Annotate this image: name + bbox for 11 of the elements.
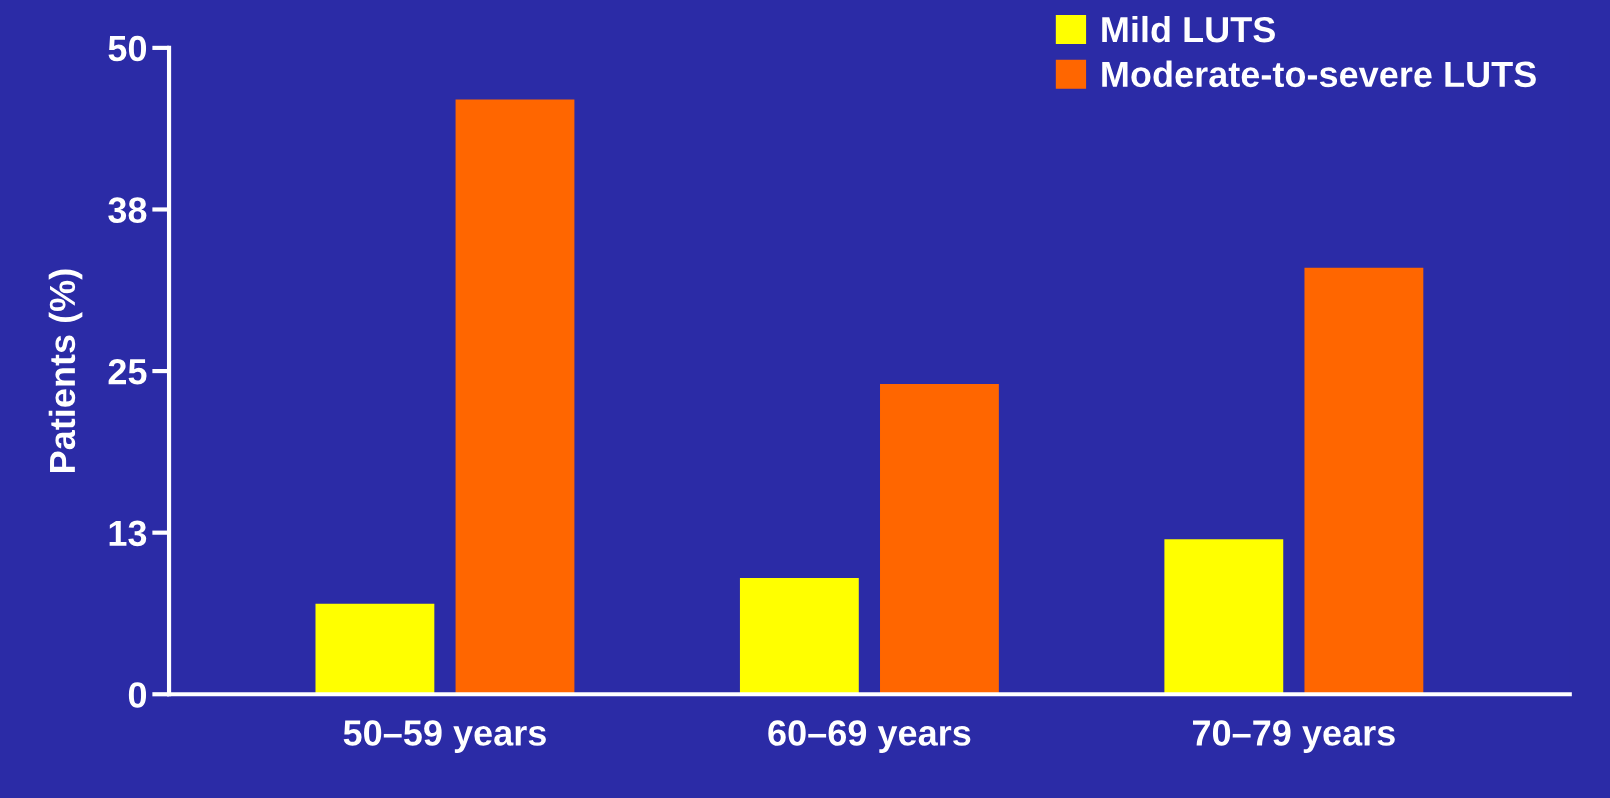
legend-label: Mild LUTS [1102, 15, 1275, 43]
y-axis-title: Patients (%) [48, 269, 83, 472]
y-tick-label: 25 [108, 358, 147, 385]
y-tick-label: 13 [109, 520, 147, 547]
y-tick-label: 50 [108, 35, 147, 62]
legend-label: Moderate-to-severe LUTS [1102, 60, 1536, 88]
x-tick-label: 60–69 years [768, 720, 971, 753]
y-tick-label: 0 [128, 682, 147, 708]
x-tick-label: 50–59 years [343, 720, 546, 753]
x-tick-label: 70–79 years [1193, 720, 1395, 753]
y-tick-label: 38 [108, 197, 147, 223]
